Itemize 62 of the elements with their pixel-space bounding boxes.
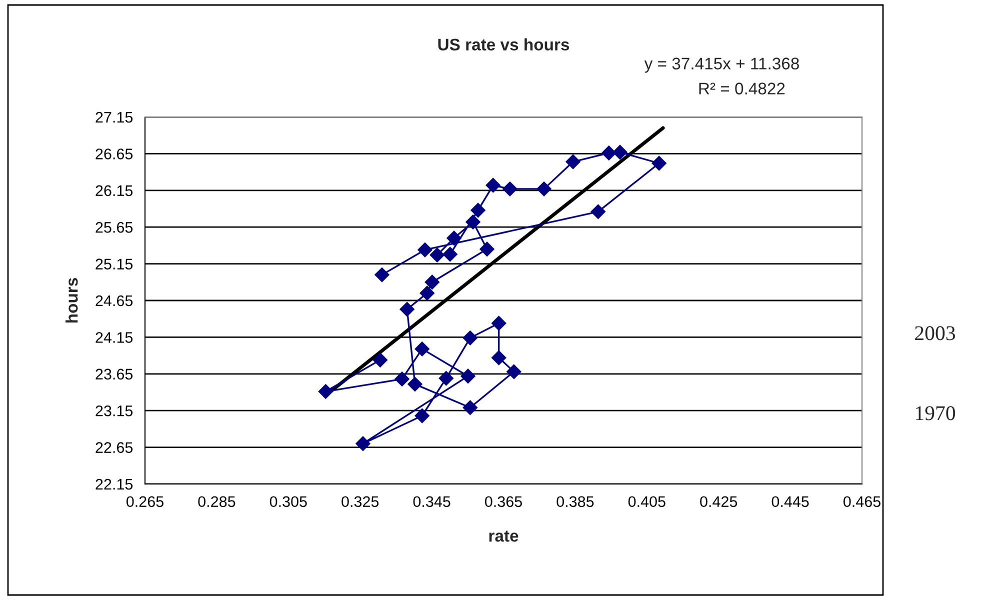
point [446,230,462,246]
point [424,274,440,290]
y-tick-label: 24.65 [96,295,133,306]
x-tick-label: 0.385 [556,496,594,508]
chart-title: US rate vs hours [438,38,570,50]
y-tick-label: 22.65 [96,442,133,453]
point [502,182,518,196]
point [356,436,370,452]
text: y = 37.415x + 11.368 [644,58,799,73]
point [408,376,422,392]
y-tick-label: 24.15 [96,332,133,343]
point [536,182,552,196]
x-tick-label: 0.465 [843,496,880,508]
point [414,342,430,356]
point [612,144,628,160]
point [470,202,486,218]
x-tick-label: 0.365 [484,496,522,508]
point [374,267,390,282]
x-tick-label: 0.345 [413,496,450,508]
point [318,384,334,399]
point [462,400,478,416]
point [506,364,522,380]
x-tick-label: 0.305 [270,496,307,508]
y-tick-label: 23.65 [96,368,133,380]
point [491,316,506,331]
point [400,302,414,317]
point [430,248,445,262]
point [414,408,430,424]
point [566,154,580,170]
y-tick-label: 25.15 [96,258,133,270]
x-tick-label: 0.425 [700,496,738,508]
point [438,370,454,386]
point [462,330,478,346]
point [486,178,500,193]
point [460,368,476,384]
x-tick-label: 0.445 [772,496,809,508]
point [442,246,458,262]
point [652,156,666,171]
y-tick-label: 26.15 [96,185,133,196]
point [418,242,432,258]
text: 1970 [916,406,956,420]
point [466,214,480,230]
x-tick-label: 0.325 [342,496,379,508]
x-tick-label: 0.265 [126,496,164,508]
x-tick-label: 0.285 [198,496,236,508]
point [420,286,435,301]
text: R² = 0.4822 [699,82,785,94]
x-tick-label: 0.405 [628,496,666,508]
point [491,350,506,366]
text: 2003 [915,326,956,340]
y-tick-label: 27.15 [96,112,133,123]
y-tick-label: 25.65 [96,222,133,233]
x-axis-title: rate [489,530,518,542]
y-tick-label: 22.15 [96,478,133,490]
y-tick-label: 23.15 [96,405,133,416]
y-axis-title: hours [66,278,78,322]
point [372,352,388,368]
y-tick-label: 26.65 [96,148,133,160]
point [480,242,494,257]
point [602,146,616,160]
point [590,204,606,220]
point [394,372,410,386]
